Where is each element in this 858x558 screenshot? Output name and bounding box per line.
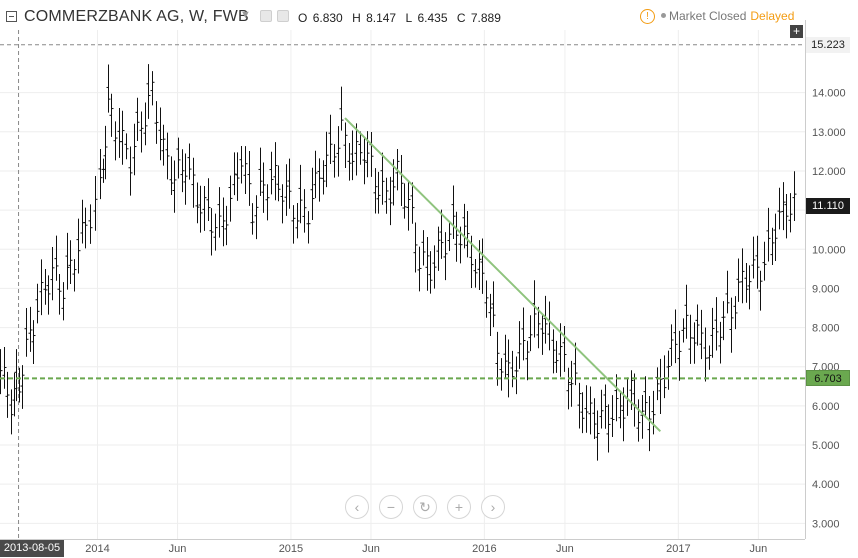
high-label: H [352,11,361,25]
low-label: L [405,11,413,25]
y-tick-label: 4.000 [812,479,840,491]
y-tick-label: 6.000 [812,401,840,413]
price-tag-dark: 11.110 [806,197,850,214]
x-tick-label: 2014 [85,543,109,555]
settings-icon[interactable] [260,10,272,22]
x-tick-label: 2015 [279,543,303,555]
x-tick-label: 2017 [666,543,690,555]
y-tick-label: 12.000 [812,166,846,178]
reset-button[interactable]: ↻ [413,495,437,519]
zoom-out-button[interactable]: − [379,495,403,519]
ohlc-bars [0,64,797,461]
delayed-label[interactable]: Delayed [750,9,795,23]
y-tick-label: 10.000 [812,244,846,256]
price-tag-plain: 15.223 [806,36,850,53]
y-tick-label: 8.000 [812,323,840,335]
status-dot-icon [661,13,666,19]
zoom-in-button[interactable]: + [447,495,471,519]
open-label: O [298,11,308,25]
y-tick-label: 13.000 [812,127,846,139]
downtrend-line [344,117,662,433]
chart-axes: 3.0004.0005.0006.0007.0008.0009.00010.00… [0,20,846,555]
collapse-icon[interactable] [6,11,17,22]
low-value: 6.435 [417,11,448,25]
scroll-left-button[interactable]: ‹ [345,495,369,519]
y-tick-label: 5.000 [812,440,840,452]
chart-header: COMMERZBANK AG, W, FWB ▼ O 6.830 H 8.147… [0,0,806,36]
price-tag-green: 6.703 [806,370,850,387]
x-tick-label: 2016 [472,543,496,555]
market-status-label: Market Closed [669,9,747,23]
ohlc-readout: O 6.830 H 8.147 L 6.435 C 7.889 [298,11,503,25]
crosshair-date-label: 2013-08-05 [0,540,64,557]
add-price-line-button[interactable]: + [790,25,803,38]
open-value: 6.830 [312,11,343,25]
close-label: C [456,11,466,25]
chart-grid [0,30,805,539]
exclamation-circle-icon[interactable]: ! [640,9,655,25]
chevron-down-icon[interactable]: ▼ [240,9,251,21]
close-value: 7.889 [470,11,501,25]
y-tick-label: 3.000 [812,518,840,530]
x-tick-label: Jun [749,543,767,555]
x-tick-label: Jun [169,543,187,555]
eye-icon[interactable] [277,10,289,22]
drawn-lines [0,30,805,539]
y-tick-label: 14.000 [812,88,846,100]
scroll-right-button[interactable]: › [481,495,505,519]
high-value: 8.147 [366,11,397,25]
x-tick-label: Jun [362,543,380,555]
symbol-title[interactable]: COMMERZBANK AG, W, FWB [24,8,249,25]
y-tick-label: 9.000 [812,283,840,295]
x-tick-label: Jun [556,543,574,555]
market-status: ! Market Closed Delayed [640,9,795,25]
